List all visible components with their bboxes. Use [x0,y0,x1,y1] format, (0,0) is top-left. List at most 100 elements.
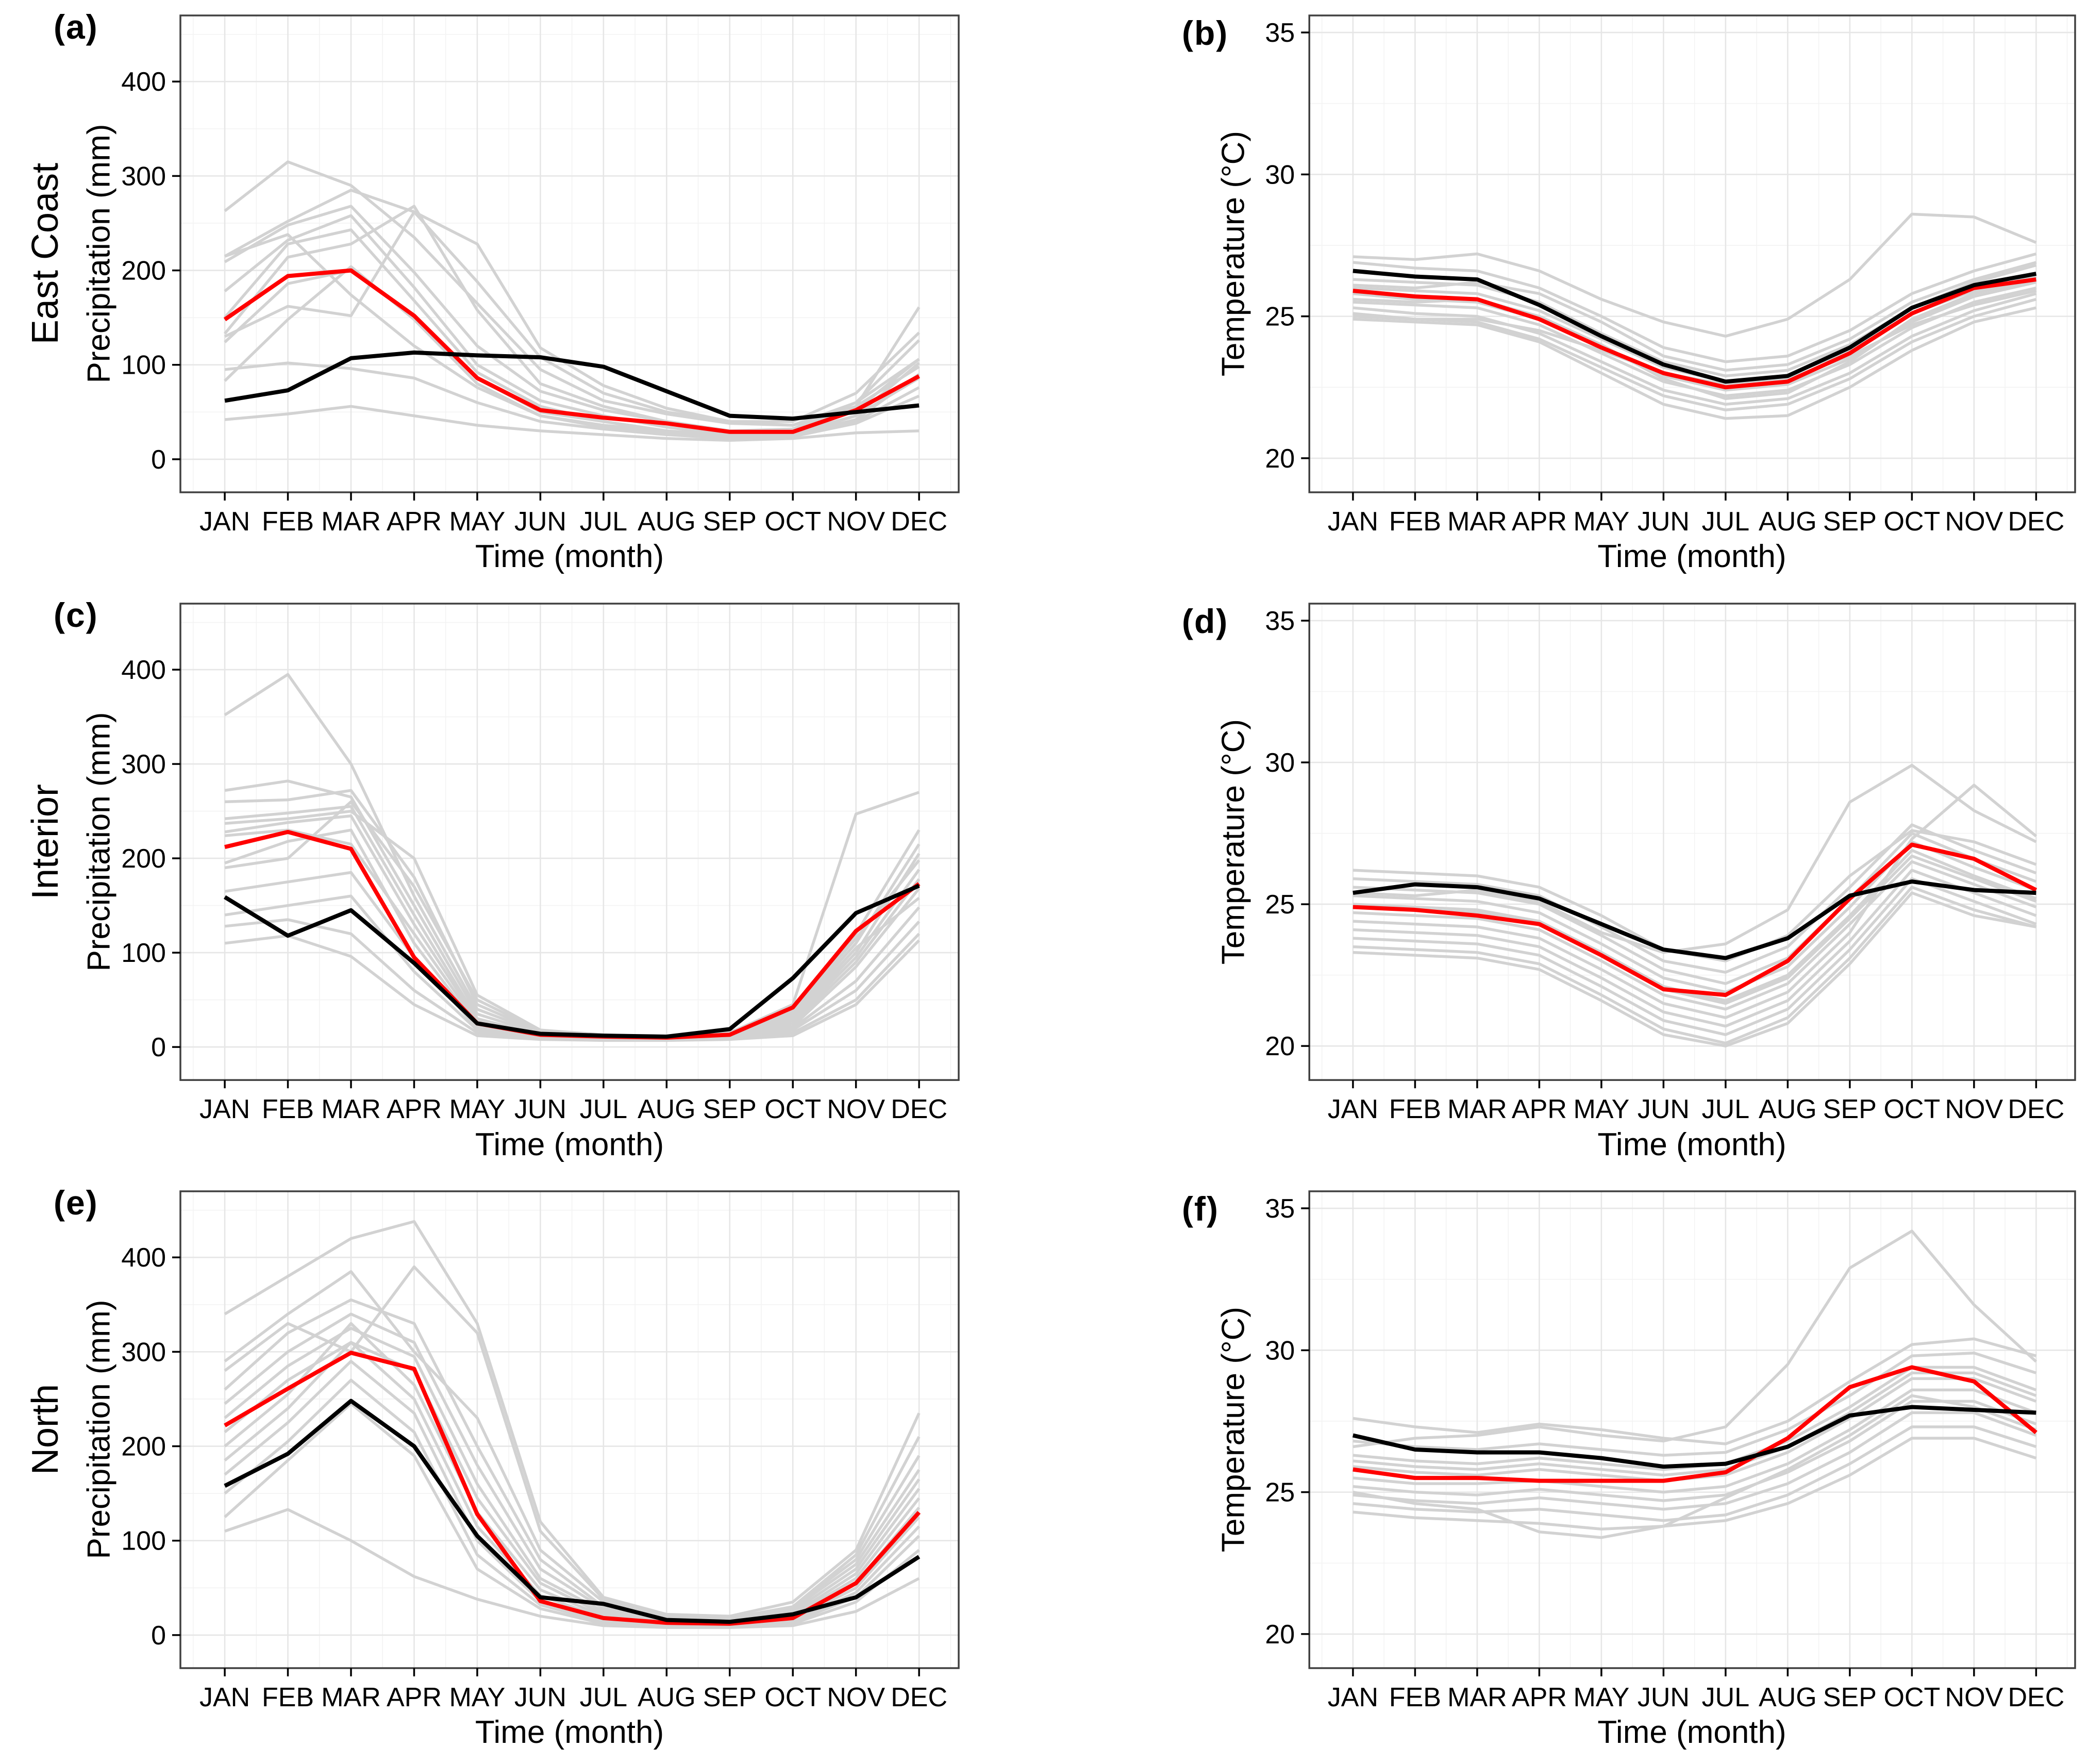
x-axis-title-time: Time (month) [475,1715,664,1750]
panel-letter-e: (e) [54,1184,98,1222]
panel-letter-c: (c) [54,596,98,634]
x-tick-label: JUN [514,1094,566,1124]
x-tick-label: DEC [891,507,947,537]
x-tick-label: APR [1512,1683,1567,1712]
x-tick-label: SEP [1823,507,1877,537]
x-axis-title-time: Time (month) [1597,1715,1786,1750]
x-tick-label: SEP [703,507,757,537]
x-tick-label: FEB [1389,1683,1441,1712]
y-tick-label: 20 [1265,444,1295,474]
x-tick-label: MAR [1447,507,1507,537]
x-tick-label: JUN [1638,1683,1690,1712]
x-tick-label: MAR [321,507,381,537]
panel-a-plot: JAN FEB MAR APR MAY JUN JUL AUG SEP OCT NOV DEC 0 100… [121,14,960,537]
x-tick-label: DEC [2008,1683,2064,1712]
x-tick-label: JAN [199,1683,250,1712]
y-tick-label: 400 [121,655,166,685]
x-tick-label: APR [387,1683,442,1712]
x-tick-label: APR [1512,1094,1567,1124]
x-tick-label: DEC [2008,507,2064,537]
panel-letter-d: (d) [1182,602,1229,640]
x-tick-label: JUN [1638,507,1690,537]
x-tick-label: MAY [1573,1683,1629,1712]
x-tick-label: FEB [262,1683,314,1712]
y-axis-title-precipitation: Precipitation (mm) [81,1300,117,1559]
y-tick-label: 25 [1265,302,1295,332]
x-tick-label: JUN [1638,1094,1690,1124]
x-axis-title-time: Time (month) [1597,539,1786,574]
x-tick-label: JUL [1702,507,1750,537]
x-tick-label: JAN [1328,1094,1378,1124]
row-label-east-coast: East Coast [25,162,66,345]
x-tick-label: AUG [638,507,696,537]
x-tick-label: AUG [638,1094,696,1124]
panel-f-plot: JAN FEB MAR APR MAY JUN JUL AUG SEP OCT NOV DEC 20 25… [1265,1190,2076,1712]
x-tick-label: MAR [1447,1094,1507,1124]
x-tick-label: NOV [1945,1094,2003,1124]
x-tick-label: APR [387,507,442,537]
x-tick-label: FEB [262,1094,314,1124]
y-axis-title-temperature: Temperature (°C) [1215,719,1251,965]
y-tick-label: 25 [1265,1478,1295,1508]
panel-e: JAN FEB MAR APR MAY JUN JUL AUG SEP OCT NOV DEC 0 100… [0,1176,1044,1764]
x-tick-label: OCT [764,507,821,537]
panel-d: JAN FEB MAR APR MAY JUN JUL AUG SEP OCT NOV DEC 20 25… [1044,588,2088,1176]
y-tick-label: 0 [151,1621,166,1651]
y-tick-label: 0 [151,445,166,475]
x-tick-label: AUG [638,1683,696,1712]
x-tick-label: DEC [891,1683,947,1712]
panel-letter-b: (b) [1182,14,1229,52]
x-tick-label: DEC [2008,1094,2064,1124]
y-tick-label: 35 [1265,1194,1295,1224]
panel-a: JAN FEB MAR APR MAY JUN JUL AUG SEP OCT NOV DEC 0 100… [0,0,1044,588]
y-axis-title-temperature: Temperature (°C) [1215,1306,1251,1553]
x-tick-label: MAY [1573,507,1629,537]
x-axis-title-time: Time (month) [1597,1127,1786,1162]
x-tick-label: NOV [827,1683,885,1712]
y-axis-title-precipitation: Precipitation (mm) [81,712,117,972]
y-tick-label: 30 [1265,748,1295,778]
x-tick-label: MAY [1573,1094,1629,1124]
panel-b-plot: JAN FEB MAR APR MAY JUN JUL AUG SEP OCT NOV DEC 20 25… [1265,14,2076,537]
x-tick-label: JUL [1702,1683,1750,1712]
x-tick-label: NOV [827,507,885,537]
x-tick-label: NOV [827,1094,885,1124]
x-tick-label: JAN [1328,507,1378,537]
y-tick-label: 400 [121,67,166,97]
x-tick-label: SEP [1823,1683,1877,1712]
x-tick-label: FEB [1389,507,1441,537]
x-tick-label: OCT [1883,507,1940,537]
panel-c-plot: JAN FEB MAR APR MAY JUN JUL AUG SEP OCT NOV DEC 0 100… [121,603,960,1124]
x-tick-label: JAN [1328,1683,1378,1712]
row-label-north: North [25,1384,66,1475]
x-tick-label: APR [387,1094,442,1124]
x-tick-label: JUL [580,1094,627,1124]
x-tick-label: JUL [580,507,627,537]
y-tick-label: 0 [151,1033,166,1062]
x-tick-label: OCT [1883,1683,1940,1712]
x-tick-label: APR [1512,507,1567,537]
y-tick-label: 25 [1265,890,1295,920]
x-tick-label: AUG [1759,1683,1817,1712]
panel-e-plot: JAN FEB MAR APR MAY JUN JUL AUG SEP OCT NOV DEC 0 100… [121,1190,960,1712]
x-tick-label: MAY [449,1094,506,1124]
y-tick-label: 20 [1265,1031,1295,1061]
y-tick-label: 200 [121,1432,166,1462]
x-tick-label: MAY [449,507,505,537]
x-tick-label: JAN [199,507,250,537]
x-tick-label: JAN [199,1094,250,1124]
y-tick-label: 30 [1265,160,1295,190]
x-tick-label: SEP [703,1683,757,1712]
x-tick-label: AUG [1759,1094,1817,1124]
x-tick-label: SEP [1823,1094,1877,1124]
y-tick-label: 300 [121,161,166,191]
y-tick-label: 400 [121,1243,166,1273]
x-tick-label: JUN [514,1683,566,1712]
x-tick-label: MAR [321,1683,381,1712]
x-tick-label: SEP [703,1094,757,1124]
x-tick-label: JUL [580,1683,627,1712]
x-tick-label: MAY [449,1683,505,1712]
y-tick-label: 300 [121,1337,166,1367]
y-tick-label: 200 [121,844,166,874]
